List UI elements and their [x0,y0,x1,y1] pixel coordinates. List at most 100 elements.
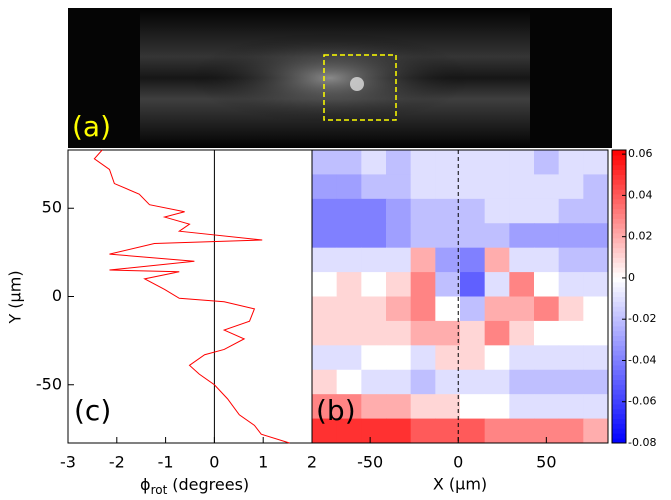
y-tick-label: 50 [42,198,62,217]
heat-cell [583,174,609,200]
heat-cell [460,150,486,175]
colorbar-tick-label: 0.02 [628,230,653,243]
heat-cell [386,174,412,200]
heat-cell [558,369,584,395]
colorbar-step [612,438,626,444]
heat-cell [386,247,412,273]
heat-cell [484,223,510,249]
heat-cell [410,272,436,297]
colorbar-step [612,150,626,156]
colorbar-tick-label: 0.04 [628,188,653,201]
heat-cell [361,247,387,273]
colorbar-step [612,345,626,351]
heat-cell [558,223,584,249]
heat-cell [460,296,486,322]
heat-cell [386,345,412,371]
colorbar-tick-label: 0.06 [628,147,653,160]
heat-cell [435,174,461,200]
heat-cell [534,394,560,420]
heat-cell [361,198,387,224]
colorbar-step [612,203,626,210]
heat-cell [361,320,387,346]
colorbar-step [612,403,626,410]
heat-cell [336,369,362,395]
heat-cell [484,272,510,297]
heat-cell [509,296,535,322]
x-tick-label: 0 [209,453,219,472]
heat-cell [509,174,535,200]
heat-cell [410,247,436,273]
x-tick-label: -1 [158,453,174,472]
colorbar-step [612,154,626,161]
heat-cell [558,418,584,444]
colorbar-tick-label: -0.06 [628,395,656,408]
heat-cell [336,296,362,322]
heat-cell [336,418,362,444]
x-label-symbol: ϕ [140,475,151,494]
heat-cell [312,247,338,273]
heat-cell [410,418,436,444]
heat-cell [336,320,362,346]
heat-cell [509,394,535,420]
heat-cell [386,272,412,297]
heat-cell [312,174,338,200]
heat-cell [435,394,461,420]
heat-cell [410,150,436,175]
colorbar-step [612,233,626,239]
heat-cell [361,296,387,322]
colorbar-step [612,369,626,376]
colorbar-step [612,267,626,273]
x-label-subscript: rot [151,483,168,497]
colorbar-step [612,399,626,405]
heat-cell [460,345,486,371]
colorbar-frame [611,149,627,444]
colorbar-step [612,335,626,341]
heat-cell [484,296,510,322]
heat-cell [558,247,584,273]
heat-cell [410,345,436,371]
colorbar-step [612,355,626,361]
colorbar-step [612,257,626,263]
colorbar-step [612,296,626,302]
heat-cell [583,394,609,420]
x-label-unit: (degrees) [172,475,249,494]
heat-cell [312,369,338,395]
colorbar-tick-label: 0 [628,271,635,284]
heat-cell [410,296,436,322]
heat-cell [484,369,510,395]
heat-cell [435,345,461,371]
heat-cell [484,198,510,224]
heat-cell [435,272,461,297]
heat-cell [583,345,609,371]
heat-cell [361,369,387,395]
colorbar-tick-label: -0.04 [628,353,656,366]
heat-cell [583,296,609,322]
heat-cell [410,174,436,200]
panel-label: (b) [316,394,356,427]
heat-cell [386,394,412,420]
heat-cell [336,394,362,420]
colorbar-step [612,262,626,268]
heat-cell [312,150,338,175]
heat-cell [534,247,560,273]
heat-cell [336,247,362,273]
heat-cell [336,198,362,224]
colorbar-step [612,193,626,200]
x-tick-label: 50 [536,453,556,472]
heat-cell [386,320,412,346]
heat-cell [484,247,510,273]
heat-cell [361,394,387,420]
colorbar-step [612,213,626,219]
heat-cell [336,223,362,249]
heat-cell [361,174,387,200]
heat-cell [312,394,338,420]
heat-cell [583,272,609,297]
colorbar-step [612,252,626,258]
heat-cell [361,345,387,371]
colorbar-step [612,320,626,327]
heat-cell [410,320,436,346]
heat-cell [312,296,338,322]
heat-cell [484,320,510,346]
x-axis-label: X (μm) [433,475,487,494]
